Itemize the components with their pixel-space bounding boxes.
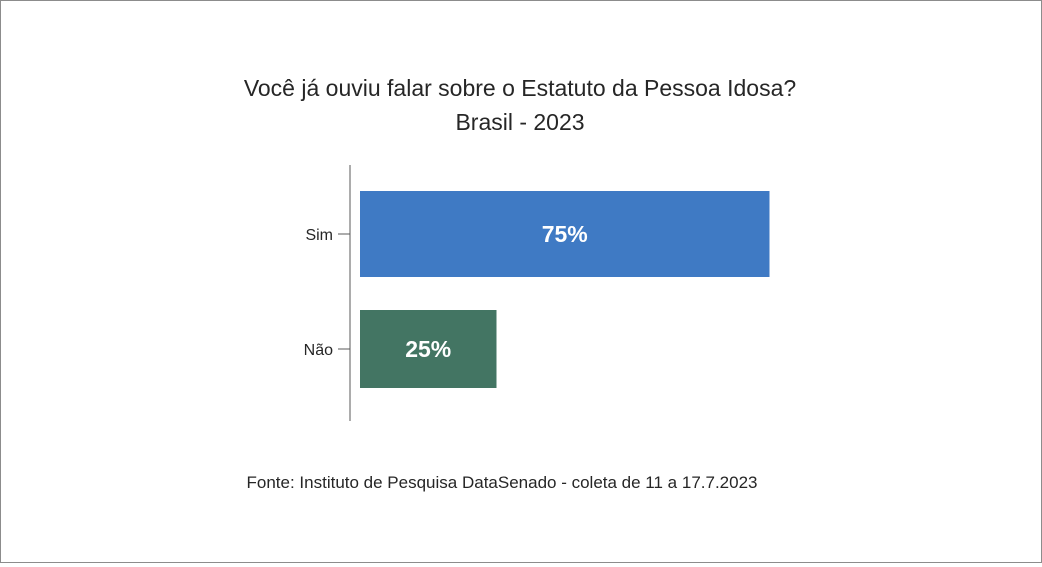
bar-nao: [360, 310, 497, 388]
source-note: Fonte: Instituto de Pesquisa DataSenado …: [247, 473, 758, 492]
data-label-sim: 75%: [542, 221, 588, 247]
tick-label-nao: Não: [304, 342, 333, 359]
chart-subtitle: Brasil - 2023: [455, 109, 584, 135]
chart-title: Você já ouviu falar sobre o Estatuto da …: [244, 75, 796, 101]
tick-label-sim: Sim: [305, 227, 333, 244]
bar-marks: 75% Sim 25% Não: [304, 191, 770, 388]
bar-sim: [360, 191, 770, 277]
data-label-nao: 25%: [405, 336, 451, 362]
